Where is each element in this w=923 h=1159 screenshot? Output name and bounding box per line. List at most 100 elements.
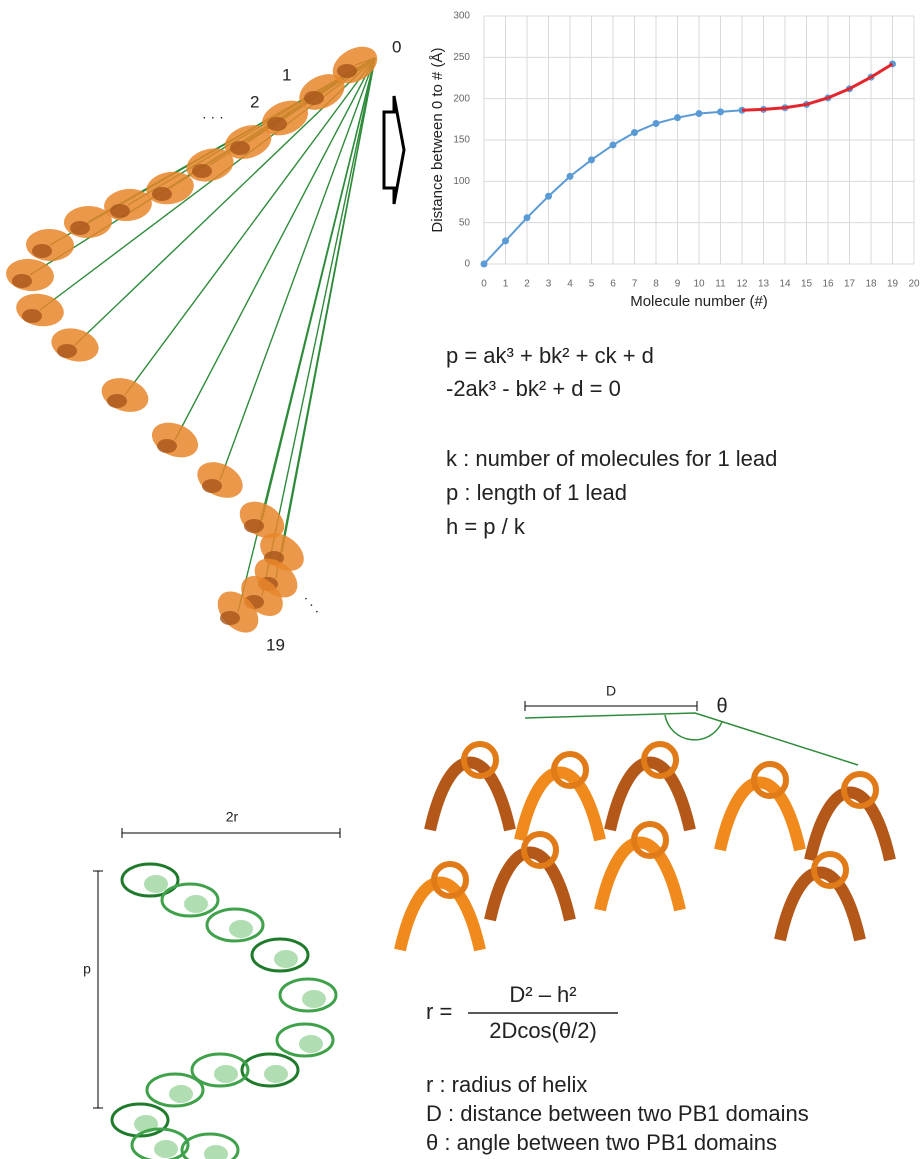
- ribbon: [594, 836, 686, 912]
- x-tick-label: 11: [715, 279, 726, 290]
- ribbon: [804, 786, 896, 862]
- angle-arc: [664, 714, 723, 741]
- definition: θ : angle between two PB1 domains: [426, 1130, 777, 1155]
- molecule: [51, 328, 99, 362]
- molecule: [197, 462, 243, 498]
- x-tick-label: 15: [801, 279, 813, 290]
- y-tick-label: 300: [453, 11, 470, 22]
- marker: [695, 110, 703, 118]
- marker: [480, 260, 488, 268]
- numerator: D² – h²: [509, 982, 576, 1007]
- series-line: [741, 62, 894, 112]
- helix: [841, 771, 879, 809]
- dots: · · ·: [202, 109, 224, 125]
- marker: [588, 156, 595, 164]
- x-tick-label: 10: [693, 279, 705, 290]
- domain: [278, 977, 338, 1013]
- marker: [631, 129, 638, 137]
- helix: [431, 861, 469, 899]
- molecule: [12, 274, 32, 288]
- domain: [302, 990, 326, 1008]
- molecule: [6, 258, 54, 292]
- domain: [250, 937, 310, 973]
- formula: r =: [426, 999, 452, 1024]
- ribbon: [394, 876, 486, 952]
- molecule: [230, 141, 250, 155]
- dots: · · ·: [299, 591, 325, 618]
- x-tick-label: 18: [865, 279, 877, 290]
- x-tick-label: 8: [653, 279, 659, 290]
- domain: [160, 882, 220, 918]
- definition: D : distance between two PB1 domains: [426, 1101, 809, 1126]
- x-tick-label: 7: [632, 279, 638, 290]
- marker: [652, 119, 660, 127]
- x-tick-label: 17: [844, 279, 856, 290]
- y-tick-label: 250: [453, 52, 470, 63]
- series-line: [483, 63, 894, 265]
- molecule: [157, 439, 177, 453]
- domain: [299, 1035, 323, 1053]
- molecule: [202, 479, 222, 493]
- definition: p : length of 1 lead: [446, 480, 627, 505]
- x-tick-label: 3: [546, 279, 552, 290]
- x-tick-label: 14: [779, 279, 791, 290]
- molecule: [26, 228, 74, 262]
- marker: [674, 114, 681, 122]
- link-line: [124, 57, 376, 396]
- molecule: [244, 519, 264, 533]
- marker: [523, 214, 531, 222]
- molecule: [32, 244, 52, 258]
- x-tick-label: 1: [503, 279, 509, 290]
- label-19: 19: [266, 635, 285, 654]
- formula: p = ak³ + bk² + ck + d: [446, 343, 654, 368]
- domain: [169, 1085, 193, 1103]
- y-tick-label: 150: [453, 135, 470, 146]
- label-p: p: [83, 961, 91, 977]
- x-tick-label: 13: [758, 279, 770, 290]
- domain: [240, 1052, 300, 1088]
- label-1: 1: [282, 65, 291, 84]
- y-tick-label: 100: [453, 176, 470, 187]
- domain: [274, 950, 298, 968]
- link-line: [275, 57, 376, 579]
- ribbon: [484, 846, 576, 922]
- link-line: [219, 57, 376, 481]
- x-tick-label: 20: [908, 279, 920, 290]
- ribbon: [514, 766, 606, 842]
- x-tick-label: 2: [524, 279, 530, 290]
- ribbon: [424, 756, 516, 832]
- arrow: [382, 95, 406, 205]
- domain: [144, 875, 168, 893]
- link-line: [174, 57, 376, 441]
- molecule: [152, 187, 172, 201]
- ribbon: [774, 866, 866, 942]
- label-0: 0: [392, 37, 401, 56]
- molecule: [107, 394, 127, 408]
- x-axis-title: Molecule number (#): [630, 293, 768, 310]
- domain: [214, 1065, 238, 1083]
- molecule: [337, 64, 357, 78]
- marker: [566, 172, 574, 180]
- domain: [190, 1052, 250, 1088]
- definition: k : number of molecules for 1 lead: [446, 446, 777, 471]
- molecule: [57, 344, 77, 358]
- label-d: D: [606, 683, 616, 699]
- x-tick-label: 6: [610, 279, 616, 290]
- domain: [205, 907, 265, 943]
- label-2r: 2r: [226, 809, 239, 825]
- marker: [717, 108, 724, 116]
- y-tick-label: 50: [459, 217, 471, 228]
- helix: [751, 761, 789, 799]
- domain: [275, 1022, 335, 1058]
- y-tick-label: 0: [464, 259, 470, 270]
- helix: [631, 821, 669, 859]
- domain: [110, 1102, 170, 1138]
- x-tick-label: 19: [887, 279, 899, 290]
- molecule: [151, 422, 199, 458]
- definition: h = p / k: [446, 514, 526, 539]
- link-line: [261, 57, 376, 597]
- y-axis-title: Distance between 0 to # (Å): [429, 47, 446, 232]
- helix: [551, 751, 589, 789]
